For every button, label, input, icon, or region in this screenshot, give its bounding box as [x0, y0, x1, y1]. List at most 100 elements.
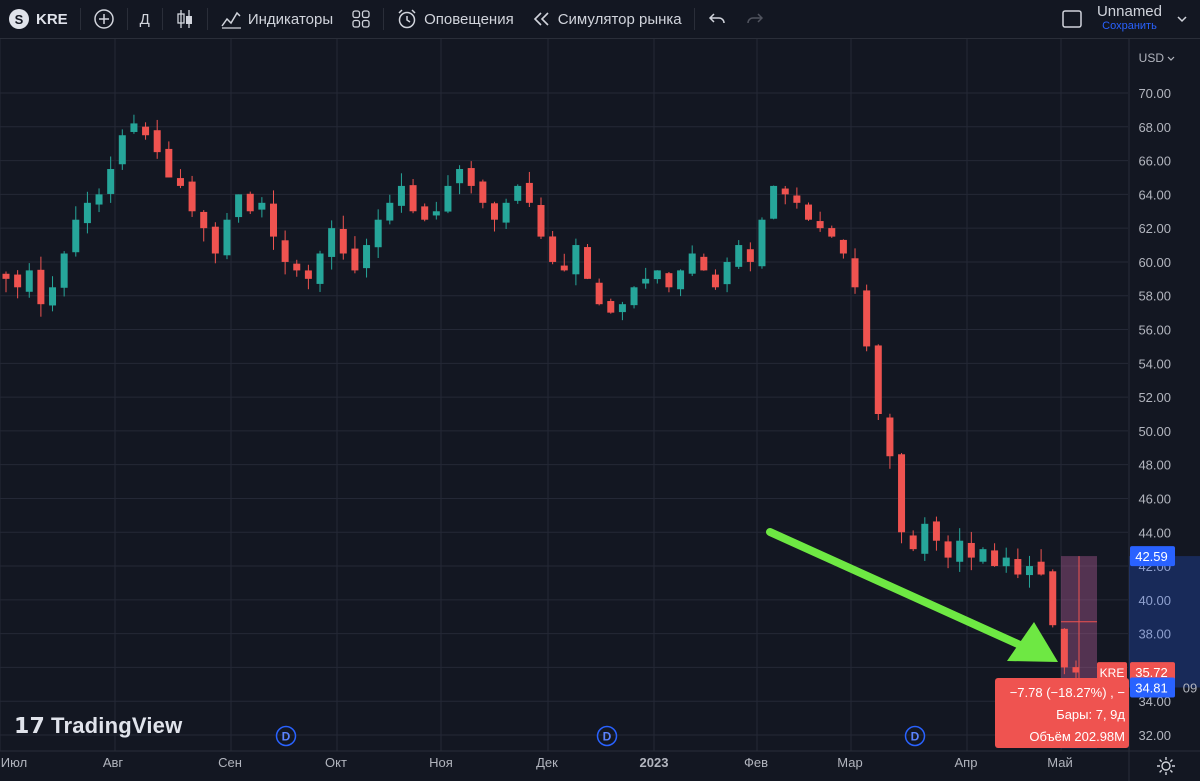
- candle-body: [921, 523, 929, 554]
- y-tick-label: 70.00: [1138, 86, 1171, 101]
- candle-body: [839, 239, 847, 254]
- measure-volume: Объём 202.98M: [1029, 729, 1125, 744]
- candle-body: [246, 193, 254, 212]
- toolbar-right: Unnamed Сохранить: [1061, 0, 1200, 38]
- candle-body: [991, 550, 999, 567]
- grid-icon: [352, 10, 370, 28]
- candle-body: [572, 245, 580, 275]
- y-tick-label: 46.00: [1138, 491, 1171, 506]
- candle-body: [584, 247, 592, 279]
- candle-body: [165, 148, 173, 178]
- candle-body: [549, 236, 557, 262]
- interval-button[interactable]: Д: [139, 10, 150, 28]
- symbol-price-tag: KRE: [1100, 666, 1125, 680]
- candle-body: [130, 123, 138, 132]
- x-tick-label: Сен: [218, 755, 242, 770]
- range-low-label: 34.81: [1135, 681, 1168, 696]
- compare-add-button[interactable]: [84, 0, 124, 38]
- layout-name-button[interactable]: Unnamed Сохранить: [1096, 3, 1162, 33]
- top-toolbar: S KRE Д Индикаторы Оповещения Симулятор …: [0, 0, 1200, 39]
- tradingview-text: TradingView: [51, 713, 183, 738]
- candle-body: [281, 240, 289, 262]
- candle-body: [677, 270, 685, 290]
- dividend-marker: [904, 725, 926, 747]
- candle-body: [618, 304, 626, 313]
- candle-body: [560, 265, 568, 271]
- candle-body: [909, 535, 917, 550]
- y-tick-label: 32.00: [1138, 728, 1171, 743]
- candle-body: [653, 270, 661, 280]
- candle-body: [258, 202, 266, 210]
- candle-body: [363, 245, 371, 269]
- x-tick-label: Ноя: [429, 755, 453, 770]
- candle-body: [467, 168, 475, 186]
- chart-background: [0, 39, 1200, 781]
- x-tick-label: Мар: [837, 755, 862, 770]
- candle-body: [176, 178, 184, 186]
- candle-body: [200, 211, 208, 229]
- candle-body: [479, 181, 487, 203]
- candle-body: [386, 202, 394, 221]
- rewind-icon: [533, 12, 549, 26]
- currency-label: USD: [1139, 51, 1165, 65]
- candle-body: [2, 273, 10, 279]
- candle-body: [328, 228, 336, 257]
- chart-type-button[interactable]: [166, 0, 204, 38]
- candle-body: [828, 228, 836, 237]
- layout-square-icon[interactable]: [1061, 8, 1083, 30]
- x-tick-label: Апр: [955, 755, 978, 770]
- chevron-down-icon[interactable]: [1170, 9, 1200, 29]
- range-high-label: 42.59: [1135, 549, 1168, 564]
- y-tick-label: 40.00: [1138, 593, 1171, 608]
- y-tick-label: 62.00: [1138, 221, 1171, 236]
- candle-body: [374, 219, 382, 248]
- candle-body: [235, 194, 243, 218]
- candle-body: [409, 185, 417, 212]
- candle-body: [25, 270, 33, 292]
- candle-body: [293, 263, 301, 271]
- candle-body: [444, 185, 452, 212]
- current-price-label-bg: [1130, 662, 1175, 683]
- x-tick-label: Май: [1047, 755, 1072, 770]
- candle-body: [746, 249, 754, 262]
- alerts-button[interactable]: Оповещения: [387, 0, 523, 38]
- replay-button[interactable]: Симулятор рынка: [523, 0, 691, 38]
- candle-body: [1049, 571, 1057, 626]
- toolbar-separator: [383, 8, 385, 30]
- price-chart[interactable]: 32.0034.0036.0038.0040.0042.0044.0046.00…: [0, 39, 1200, 781]
- y-tick-label: 38.00: [1138, 627, 1171, 642]
- y-tick-label: 52.00: [1138, 390, 1171, 405]
- measure-change: −7.78 (−18.27%) , −: [1009, 685, 1125, 700]
- candle-body: [700, 256, 708, 271]
- candle-body: [781, 188, 789, 195]
- y-tick-label: 48.00: [1138, 458, 1171, 473]
- redo-button[interactable]: [736, 0, 774, 38]
- templates-button[interactable]: [342, 0, 380, 38]
- candle-body: [1072, 667, 1080, 673]
- y-tick-label: 68.00: [1138, 120, 1171, 135]
- candle-body: [211, 226, 219, 254]
- undo-button[interactable]: [698, 0, 736, 38]
- candle-body: [630, 287, 638, 306]
- settings-gear-icon[interactable]: [1155, 755, 1177, 777]
- candle-body: [886, 417, 894, 457]
- symbol-search[interactable]: S KRE: [0, 0, 77, 38]
- save-button[interactable]: Сохранить: [1102, 20, 1157, 32]
- candles-icon: [177, 10, 192, 28]
- y-tick-label: 34.00: [1138, 694, 1171, 709]
- candle-body: [456, 169, 464, 184]
- candle-body: [711, 274, 719, 288]
- x-tick-label: 2023: [640, 755, 669, 770]
- layout-name: Unnamed: [1096, 3, 1162, 20]
- dividend-marker: [596, 725, 618, 747]
- dividend-marker: [275, 725, 297, 747]
- x-tick-label: Авг: [103, 755, 124, 770]
- obscured-price-suffix: 09: [1183, 681, 1197, 696]
- candle-body: [60, 253, 68, 288]
- x-tick-label: Июл: [1, 755, 27, 770]
- candle-body: [1060, 628, 1068, 668]
- indicators-button[interactable]: Индикаторы: [211, 0, 342, 38]
- candle-body: [83, 202, 91, 224]
- candle-body: [967, 542, 975, 558]
- candle-body: [502, 202, 510, 223]
